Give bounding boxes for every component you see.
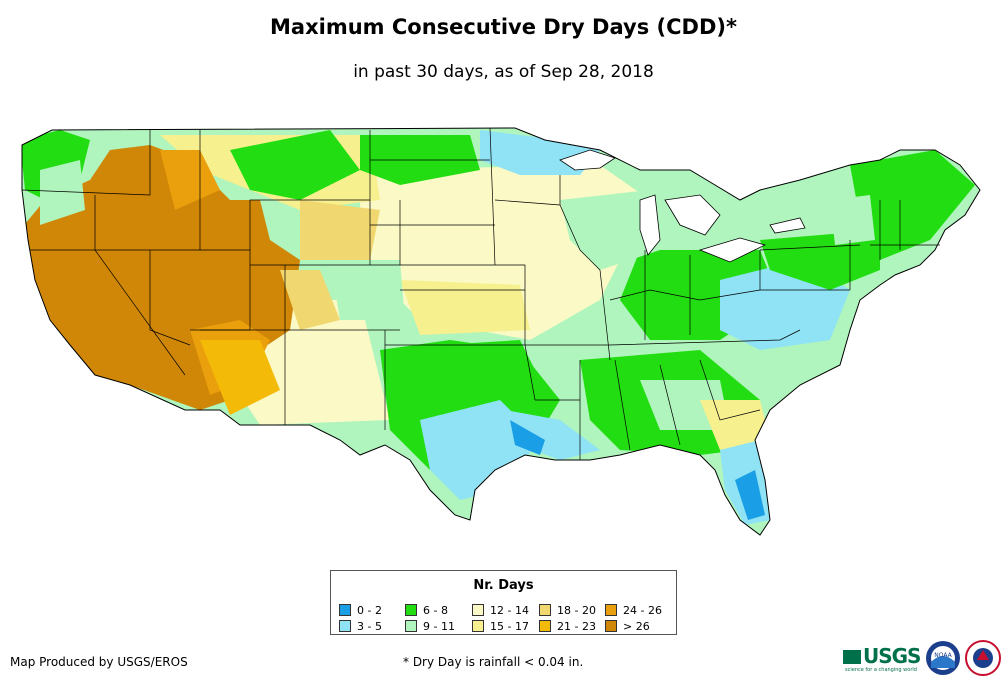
map-fill xyxy=(22,128,980,535)
usgs-logo: USGS xyxy=(843,644,921,668)
state-borders xyxy=(21,127,940,460)
legend-swatch xyxy=(339,604,351,616)
legend-item-3-5: 3 - 5 xyxy=(339,620,382,633)
legend-label: > 26 xyxy=(623,620,650,633)
legend-item-6-8: 6 - 8 xyxy=(405,604,448,617)
legend-swatch xyxy=(605,604,617,616)
nws-logo-icon xyxy=(965,640,1001,676)
legend-label: 3 - 5 xyxy=(357,620,382,633)
noaa-logo-icon: NOAA xyxy=(926,641,960,675)
svg-text:NOAA: NOAA xyxy=(934,652,952,659)
legend-item-9-11: 9 - 11 xyxy=(405,620,455,633)
legend-swatch xyxy=(405,620,417,632)
legend-label: 0 - 2 xyxy=(357,604,382,617)
legend-swatch xyxy=(339,620,351,632)
dry-day-note: * Dry Day is rainfall < 0.04 in. xyxy=(403,655,584,669)
agency-logos: USGS science for a changing world NOAA xyxy=(843,640,1003,680)
legend-swatch xyxy=(472,604,484,616)
legend-swatch xyxy=(472,620,484,632)
map-subtitle: in past 30 days, as of Sep 28, 2018 xyxy=(353,62,654,82)
legend-item-over-26: > 26 xyxy=(605,620,650,633)
legend-label: 12 - 14 xyxy=(490,604,529,617)
legend-item-12-14: 12 - 14 xyxy=(472,604,529,617)
legend-label: 6 - 8 xyxy=(423,604,448,617)
legend-label: 9 - 11 xyxy=(423,620,455,633)
map-title: Maximum Consecutive Dry Days (CDD)* xyxy=(270,15,737,39)
legend-item-15-17: 15 - 17 xyxy=(472,620,529,633)
legend-item-21-23: 21 - 23 xyxy=(539,620,596,633)
legend-label: 15 - 17 xyxy=(490,620,529,633)
legend-label: 24 - 26 xyxy=(623,604,662,617)
legend-swatch xyxy=(605,620,617,632)
legend-item-0-2: 0 - 2 xyxy=(339,604,382,617)
credit-text: Map Produced by USGS/EROS xyxy=(10,655,188,669)
legend-title: Nr. Days xyxy=(473,578,534,593)
legend-item-18-20: 18 - 20 xyxy=(539,604,596,617)
legend: Nr. Days 0 - 2 3 - 5 6 - 8 9 - 11 12 - 1… xyxy=(330,570,677,635)
us-outline xyxy=(21,127,981,536)
legend-label: 21 - 23 xyxy=(557,620,596,633)
legend-swatch xyxy=(539,604,551,616)
great-lakes xyxy=(559,149,806,263)
legend-swatch xyxy=(405,604,417,616)
legend-swatch xyxy=(539,620,551,632)
legend-label: 18 - 20 xyxy=(557,604,596,617)
legend-item-24-26: 24 - 26 xyxy=(605,604,662,617)
usgs-tagline: science for a changing world xyxy=(845,667,917,673)
